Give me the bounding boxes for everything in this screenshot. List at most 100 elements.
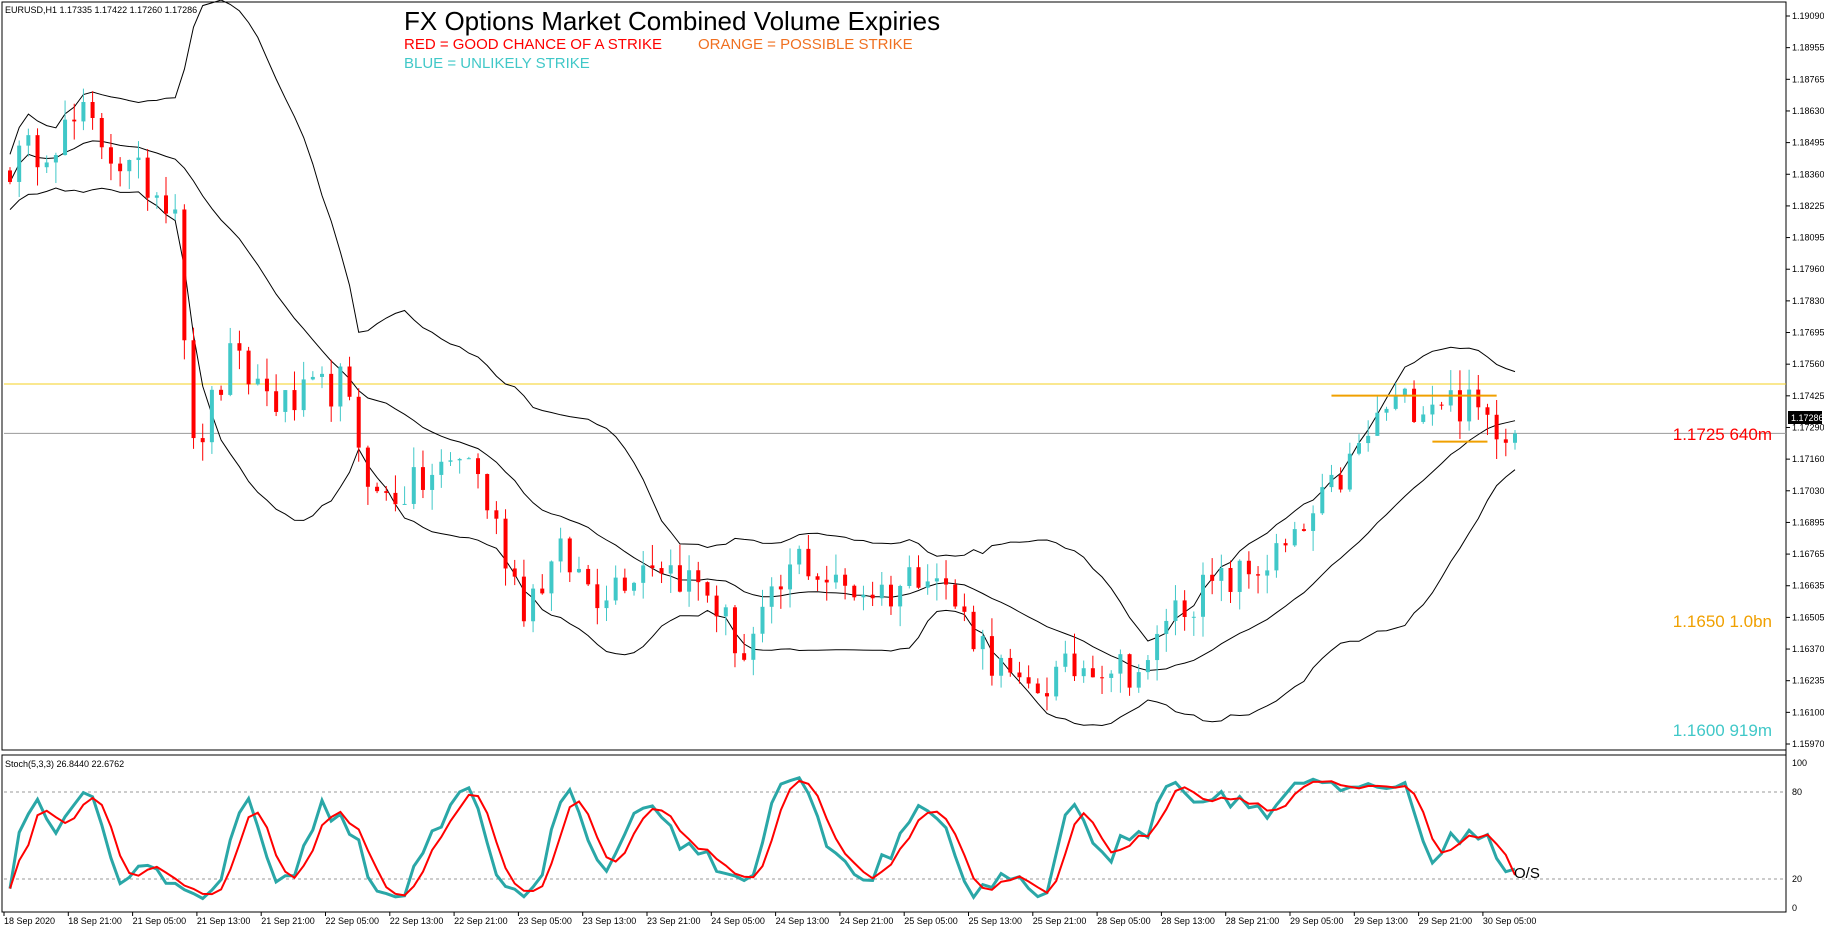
candle-body <box>806 548 811 577</box>
price-tick-label: 1.16370 <box>1792 644 1824 654</box>
candle-body <box>870 594 875 599</box>
candle-body <box>1301 529 1306 531</box>
candle-body <box>99 117 104 148</box>
candle-body <box>742 653 747 660</box>
candle-body <box>696 570 701 583</box>
candle-body <box>843 574 848 586</box>
candle-body <box>63 119 68 156</box>
stochastic-oscillator: 100 80 20 0 <box>4 758 1807 913</box>
orange-expiry-label: 1.1650 1.0bn <box>1673 612 1772 631</box>
candle-body <box>668 565 673 574</box>
candle-body <box>778 586 783 590</box>
candle-body <box>622 577 627 591</box>
candle-body <box>732 607 737 654</box>
time-tick-label: 23 Sep 21:00 <box>647 916 701 926</box>
stoch-signal-line <box>9 779 1516 897</box>
price-tick-label: 1.16100 <box>1792 707 1824 717</box>
candle-body <box>797 548 802 565</box>
price-tick-label: 1.18765 <box>1792 74 1824 84</box>
candle-body <box>1494 414 1499 440</box>
candle-body <box>356 396 361 448</box>
time-tick-label: 23 Sep 05:00 <box>518 916 572 926</box>
candle-body <box>8 170 12 182</box>
candle-body <box>1421 414 1426 422</box>
candle-body <box>154 195 159 198</box>
chart-title: FX Options Market Combined Volume Expiri… <box>404 6 940 36</box>
time-tick-label: 29 Sep 21:00 <box>1419 916 1473 926</box>
candle-body <box>1485 407 1490 415</box>
candle-body <box>26 135 31 146</box>
candle-body <box>632 582 637 591</box>
candle-body <box>1182 600 1187 617</box>
candle-body <box>1338 474 1343 490</box>
candle-body <box>1320 487 1325 514</box>
candle-body <box>1467 389 1472 422</box>
candle-body <box>1100 677 1105 679</box>
candle-body <box>17 145 22 182</box>
candle-body <box>320 373 325 377</box>
time-tick-label: 21 Sep 21:00 <box>261 916 315 926</box>
candle-body <box>53 155 58 163</box>
candle-body <box>769 586 774 607</box>
time-tick-label: 28 Sep 13:00 <box>1161 916 1215 926</box>
candle-body <box>944 578 949 585</box>
time-tick-label: 24 Sep 21:00 <box>840 916 894 926</box>
stoch-label: Stoch(5,3,3) 26.8440 22.6762 <box>5 759 124 769</box>
time-axis: 18 Sep 2020 18 Sep 21:00 21 Sep 05:00 21 Se… <box>3 912 1536 926</box>
time-tick-label: 25 Sep 21:00 <box>1033 916 1087 926</box>
price-tick-label: 1.17695 <box>1792 328 1824 338</box>
candle-body <box>448 460 453 462</box>
candle-body <box>1173 600 1178 621</box>
candle-body <box>411 467 416 504</box>
candle-body <box>1457 390 1462 422</box>
candle-body <box>1513 433 1517 443</box>
candle-body <box>1081 668 1086 677</box>
candle-body <box>1017 672 1022 678</box>
price-tick-label: 1.16505 <box>1792 612 1824 622</box>
candle-body <box>127 160 132 172</box>
candle-body <box>1219 567 1224 581</box>
candle-body <box>1366 435 1371 444</box>
candle-body <box>1127 654 1132 688</box>
stoch-tick-label: 0 <box>1792 903 1797 913</box>
candle-body <box>466 458 471 460</box>
time-tick-label: 24 Sep 13:00 <box>776 916 830 926</box>
candle-body <box>136 157 141 161</box>
candle-body <box>375 486 380 492</box>
price-tick-label: 1.16235 <box>1792 676 1824 686</box>
candle-body <box>512 568 517 577</box>
candle-body <box>365 447 370 487</box>
candle-body <box>1026 677 1031 684</box>
candle-body <box>384 491 389 493</box>
candle-body <box>1448 390 1453 406</box>
candle-body <box>1210 574 1215 581</box>
price-tick-label: 1.18095 <box>1792 233 1824 243</box>
candle-body <box>558 538 563 562</box>
candle-body <box>347 366 352 397</box>
candle-body <box>1054 666 1059 697</box>
candle-body <box>457 458 462 461</box>
candle-body <box>1072 653 1077 677</box>
candle-body <box>1228 567 1233 592</box>
candle-body <box>824 579 829 583</box>
price-tick-label: 1.18955 <box>1792 43 1824 53</box>
candle-body <box>714 595 719 617</box>
candle-body <box>1118 654 1123 674</box>
legend-orange: ORANGE = POSSIBLE STRIKE <box>698 36 913 53</box>
candle-body <box>274 391 279 412</box>
candle-body <box>90 101 95 118</box>
candle-body <box>191 340 196 439</box>
candle-body <box>861 594 866 598</box>
stoch-tick-label: 80 <box>1792 787 1802 797</box>
candle-body <box>255 378 260 385</box>
legend-blue: BLUE = UNLIKELY STRIKE <box>404 55 590 72</box>
candle-body <box>852 585 857 598</box>
candles <box>8 88 1517 711</box>
candle-body <box>494 510 499 519</box>
time-tick-label: 18 Sep 21:00 <box>68 916 122 926</box>
candle-body <box>393 492 398 505</box>
candle-body <box>521 576 526 622</box>
blue-expiry-label: 1.1600 919m <box>1673 721 1772 740</box>
time-tick-label: 21 Sep 05:00 <box>133 916 187 926</box>
candle-body <box>1237 560 1242 592</box>
